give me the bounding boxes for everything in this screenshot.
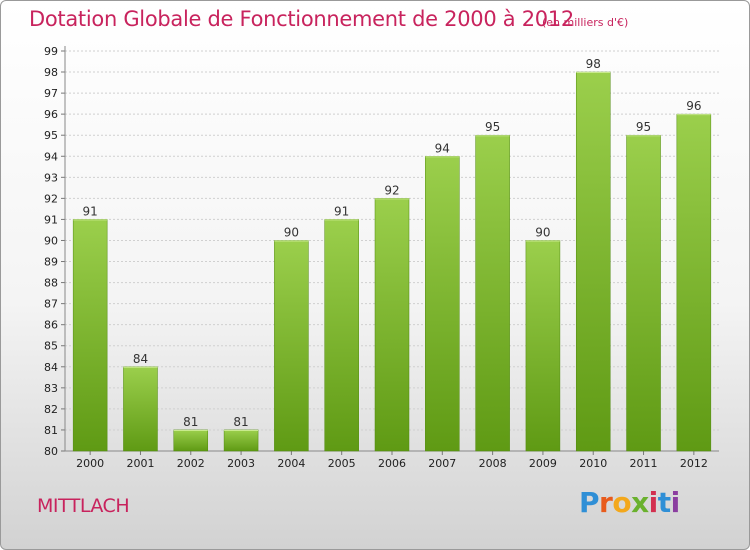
y-tick-label: 91 [44, 213, 58, 226]
y-tick-label: 97 [44, 87, 58, 100]
data-label-2001: 84 [133, 352, 148, 366]
x-tick-label-2001: 2001 [126, 457, 154, 470]
chart-unit: (en milliers d'€) [542, 16, 629, 29]
data-label-2010: 98 [586, 57, 601, 71]
x-tick-label-2005: 2005 [328, 457, 356, 470]
y-tick-label: 88 [44, 277, 58, 290]
data-label-2000: 91 [83, 204, 98, 218]
y-tick-label: 80 [44, 445, 58, 458]
x-tick-label-2000: 2000 [76, 457, 104, 470]
bar-2012 [676, 113, 712, 452]
x-tick-label-2006: 2006 [378, 457, 406, 470]
y-tick-label: 83 [44, 382, 58, 395]
y-tick-label: 99 [44, 45, 58, 58]
bar-2005 [324, 219, 359, 452]
y-tick-label: 82 [44, 403, 58, 416]
bar-2011 [626, 134, 661, 452]
proxiti-logo: Proxiti [579, 486, 680, 519]
data-label-2008: 95 [485, 120, 500, 134]
y-tick-label: 86 [44, 319, 58, 332]
y-tick-label: 92 [44, 192, 58, 205]
data-label-2006: 92 [384, 183, 399, 197]
data-label-2007: 94 [435, 141, 450, 155]
x-tick-label-2004: 2004 [277, 457, 305, 470]
y-tick-label: 90 [44, 234, 58, 247]
data-label-2005: 91 [334, 204, 349, 218]
bar-2010 [575, 71, 611, 452]
x-tick-label-2008: 2008 [479, 457, 507, 470]
y-tick-label: 89 [44, 256, 58, 269]
y-tick-label: 93 [44, 171, 58, 184]
bar-2000 [72, 219, 108, 452]
y-tick-label: 84 [44, 361, 58, 374]
x-tick-label-2012: 2012 [680, 457, 708, 470]
bars [72, 71, 712, 452]
bar-2001 [123, 366, 158, 452]
y-tick-label: 98 [44, 66, 58, 79]
bar-2002 [173, 429, 209, 452]
x-tick-label-2010: 2010 [579, 457, 607, 470]
labels: 80 81 82 83 84 85 86 87 88 89 90 91 92 93 94 95 96 97 98 99… [44, 45, 708, 470]
bar-2009 [525, 240, 561, 452]
bar-2008 [475, 134, 510, 452]
x-tick-label-2003: 2003 [227, 457, 255, 470]
bar-2007 [425, 156, 460, 452]
data-label-2012: 96 [686, 99, 701, 113]
data-label-2002: 81 [183, 415, 198, 429]
x-tick-label-2009: 2009 [529, 457, 557, 470]
bar-2004 [274, 240, 309, 452]
y-tick-label: 85 [44, 340, 58, 353]
data-label-2011: 95 [636, 120, 651, 134]
bar-2003 [223, 429, 259, 452]
x-tick-label-2007: 2007 [428, 457, 456, 470]
data-label-2004: 90 [284, 225, 299, 239]
data-label-2009: 90 [535, 225, 550, 239]
y-tick-label: 95 [44, 129, 58, 142]
y-tick-label: 87 [44, 298, 58, 311]
commune-name: MITTLACH [37, 495, 130, 517]
bar-2006 [374, 198, 410, 452]
y-tick-label: 94 [44, 150, 58, 163]
x-tick-label-2011: 2011 [630, 457, 658, 470]
y-tick-label: 81 [44, 424, 58, 437]
data-label-2003: 81 [233, 415, 248, 429]
x-tick-label-2002: 2002 [177, 457, 205, 470]
y-tick-label: 96 [44, 108, 58, 121]
chart-title: Dotation Globale de Fonctionnement de 20… [29, 7, 574, 31]
